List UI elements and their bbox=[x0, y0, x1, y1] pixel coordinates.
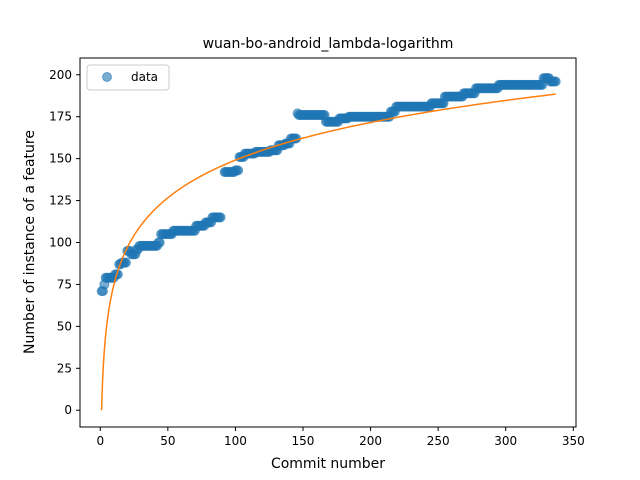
data-point bbox=[215, 212, 226, 223]
data-point bbox=[550, 76, 561, 87]
y-tick-label: 0 bbox=[64, 403, 72, 417]
fit-curve bbox=[100, 93, 556, 411]
x-axis-label: Commit number bbox=[271, 456, 385, 472]
fit-line bbox=[100, 93, 556, 411]
y-tick-label: 100 bbox=[49, 236, 72, 250]
data-point bbox=[233, 165, 244, 176]
x-tick-label: 100 bbox=[224, 434, 247, 448]
y-axis-ticks: 0 25 50 75 100 125 150 175 200 bbox=[49, 68, 80, 417]
x-tick-label: 350 bbox=[562, 434, 585, 448]
legend-marker-data bbox=[102, 72, 112, 82]
x-tick-label: 200 bbox=[359, 434, 382, 448]
x-tick-label: 150 bbox=[292, 434, 315, 448]
y-tick-label: 25 bbox=[57, 361, 72, 375]
y-tick-label: 175 bbox=[49, 110, 72, 124]
data-point bbox=[154, 237, 165, 248]
x-tick-label: 250 bbox=[427, 434, 450, 448]
chart-title: wuan-bo-android_lambda-logarithm bbox=[203, 36, 454, 52]
legend: data bbox=[86, 64, 170, 91]
x-axis-ticks: 0 50 100 150 200 250 300 350 bbox=[96, 427, 585, 448]
x-tick-label: 300 bbox=[494, 434, 517, 448]
legend-box bbox=[86, 64, 170, 91]
y-tick-label: 50 bbox=[57, 319, 72, 333]
y-tick-label: 150 bbox=[49, 152, 72, 166]
y-tick-label: 75 bbox=[57, 277, 72, 291]
y-axis-label: Number of instance of a feature bbox=[22, 130, 38, 354]
legend-label-data: data bbox=[131, 70, 158, 84]
y-tick-label: 125 bbox=[49, 194, 72, 208]
data-points bbox=[96, 73, 561, 297]
x-tick-label: 0 bbox=[96, 434, 104, 448]
x-tick-label: 50 bbox=[160, 434, 175, 448]
y-tick-label: 200 bbox=[49, 68, 72, 82]
data-point bbox=[120, 257, 131, 268]
